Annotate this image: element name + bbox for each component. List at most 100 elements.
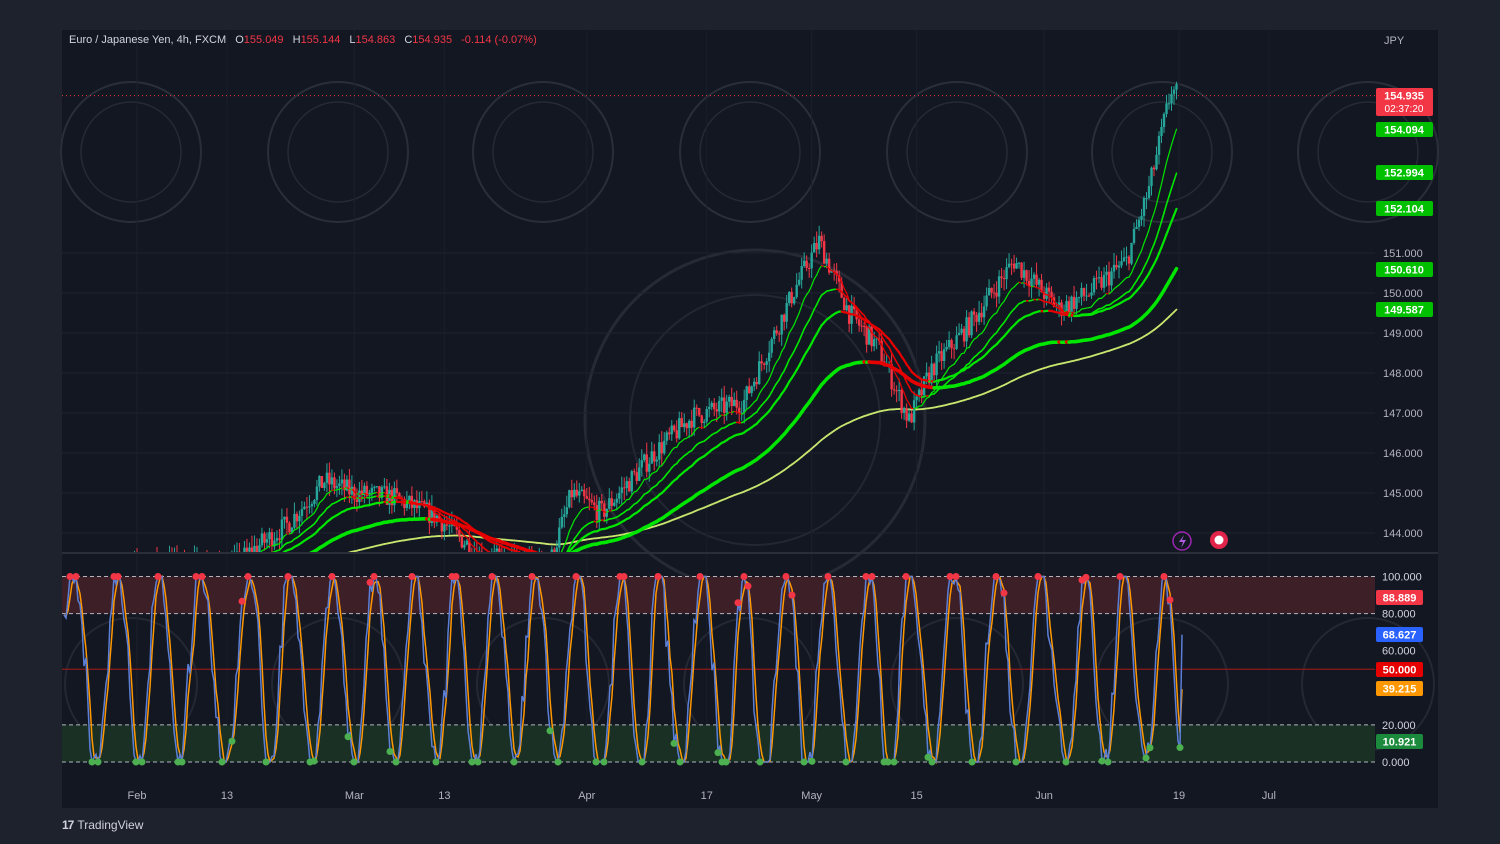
candle-body xyxy=(1030,278,1033,287)
ma-line-2 xyxy=(1165,195,1170,206)
candle-body xyxy=(995,292,998,297)
candle-body xyxy=(1047,287,1051,292)
ma-line-1 xyxy=(781,346,785,353)
candle-body xyxy=(638,467,641,481)
ma-line-2 xyxy=(566,546,571,552)
stochastic-axis: 100.00080.00060.00040.00020.0000.00088.8… xyxy=(1376,572,1423,769)
candle-body xyxy=(895,390,898,392)
candle-body xyxy=(775,330,778,334)
stoch-overbought-marker xyxy=(114,573,122,580)
candle-body xyxy=(700,415,703,423)
ma-line-1 xyxy=(466,536,470,543)
candle-body xyxy=(827,258,831,273)
candle-body xyxy=(728,396,731,402)
stoch-overbought-marker xyxy=(788,591,796,599)
candle-body xyxy=(683,423,686,428)
stoch-oversold-marker xyxy=(392,758,400,766)
candle-body xyxy=(1012,263,1016,269)
candle-body xyxy=(900,389,903,413)
candle-body xyxy=(395,488,399,494)
candle-body xyxy=(398,493,401,499)
candle-body xyxy=(770,338,773,353)
ma-line-1 xyxy=(563,538,568,546)
time-tick-label: 17 xyxy=(701,790,713,802)
candle-body xyxy=(443,524,446,532)
price-tick-label: 144.000 xyxy=(1383,528,1423,540)
candle-body xyxy=(1082,287,1086,296)
candle-body xyxy=(360,490,364,496)
candle-body xyxy=(1005,267,1008,280)
stoch-oversold-marker xyxy=(670,739,678,747)
open-value: 155.049 xyxy=(243,34,284,46)
candle-body xyxy=(650,451,653,464)
candle-body xyxy=(345,479,349,491)
stoch-label-tag xyxy=(1376,734,1423,749)
stoch-tick-label: 0.000 xyxy=(1382,757,1410,769)
moving-averages xyxy=(260,128,1179,552)
record-icon-dot xyxy=(1214,535,1224,545)
candle-body xyxy=(1115,264,1118,268)
price-tick-label: 149.000 xyxy=(1383,328,1423,340)
stoch-overbought-marker xyxy=(1116,573,1124,580)
ma-line-1 xyxy=(771,365,775,374)
candle-body xyxy=(1100,277,1103,288)
candle-body xyxy=(573,489,576,498)
candle-body xyxy=(1120,261,1123,266)
candle-body xyxy=(363,485,366,496)
ma-line-2 xyxy=(768,391,773,398)
candle-body xyxy=(715,409,718,412)
ma-line-1 xyxy=(863,319,868,327)
candle-body xyxy=(810,252,813,269)
ma-line-1 xyxy=(923,397,928,403)
chart-background xyxy=(62,30,1438,808)
candle-body xyxy=(780,314,783,335)
candle-body xyxy=(952,348,956,350)
candle-body xyxy=(430,506,434,523)
stoch-oversold-marker xyxy=(800,758,808,766)
ma-line-2 xyxy=(1150,243,1155,252)
candle-body xyxy=(325,472,329,483)
ma-line-1 xyxy=(776,357,780,363)
stoch-tick-label: 20.000 xyxy=(1382,720,1416,732)
stoch-oversold-marker xyxy=(1146,744,1154,752)
ma-line-1 xyxy=(323,493,328,499)
candle-body xyxy=(308,506,311,508)
stoch-overbought-marker xyxy=(572,573,580,580)
candle-body xyxy=(685,423,688,429)
candle-body xyxy=(820,235,823,242)
ma-line-1 xyxy=(656,466,660,472)
candle-body xyxy=(1027,280,1031,287)
high-value: 155.144 xyxy=(300,34,341,46)
candle-body xyxy=(1010,263,1013,265)
ma-line-1 xyxy=(985,319,990,327)
time-tick-label: Apr xyxy=(578,790,595,802)
candle-body xyxy=(433,506,436,523)
candle-body xyxy=(625,481,628,489)
chart-overlay-icons[interactable] xyxy=(1172,531,1228,551)
ma-line-1 xyxy=(676,442,680,448)
stoch-overbought-marker xyxy=(284,573,292,580)
candle-body xyxy=(560,516,563,528)
ma-line-1 xyxy=(1168,144,1173,155)
candle-body xyxy=(905,408,908,421)
watermark-seal-icon xyxy=(679,81,821,223)
candle-body xyxy=(880,340,883,362)
ma-line-1 xyxy=(868,327,873,334)
ma-line-1 xyxy=(1005,291,1010,298)
ma-clipped xyxy=(260,128,1179,552)
ma-line-1 xyxy=(796,312,800,320)
candle-body xyxy=(1152,167,1156,170)
symbol-title[interactable]: Euro / Japanese Yen, 4h, FXCM xyxy=(69,34,227,46)
time-tick-label: Jun xyxy=(1035,790,1053,802)
ma-line-2 xyxy=(1145,256,1150,264)
ma-line-2 xyxy=(790,350,795,357)
ma-line-1 xyxy=(1140,242,1145,252)
candle-body xyxy=(1170,94,1173,104)
candle-body xyxy=(802,260,806,267)
ma-line-1 xyxy=(998,303,1003,309)
candle-body xyxy=(1087,295,1091,297)
tradingview-footer[interactable]: 17 TradingView xyxy=(62,818,143,832)
ma-line-1 xyxy=(576,512,580,518)
candle-body xyxy=(750,386,753,393)
